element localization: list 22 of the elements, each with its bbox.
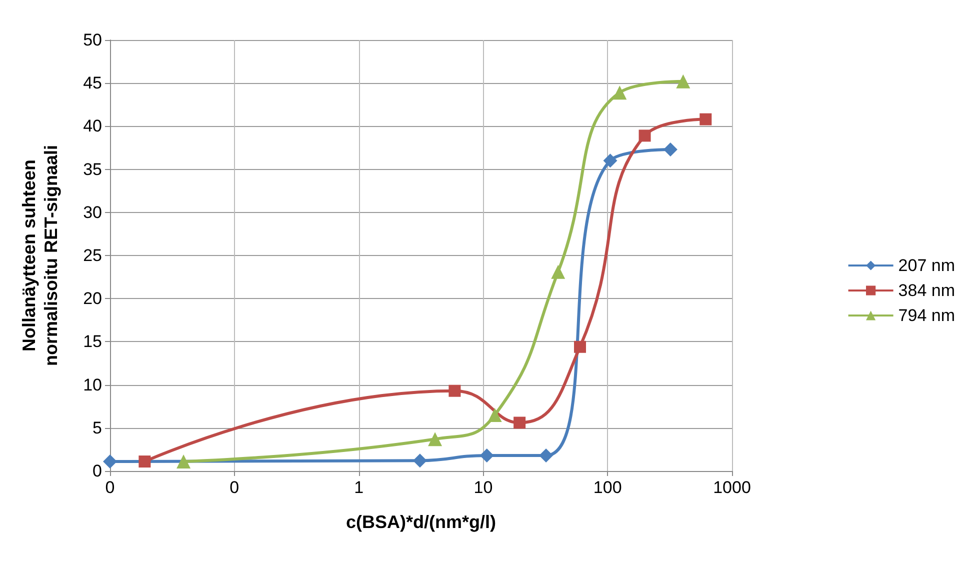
y-tick-label: 25: [83, 246, 102, 265]
y-tick-label: 50: [83, 30, 102, 50]
y-tick-label: 20: [83, 289, 102, 308]
legend-label: 207 nm: [898, 256, 955, 275]
x-tick-label: 1000: [713, 478, 751, 497]
legend-label: 384 nm: [898, 281, 955, 300]
x-tick-label: 0: [230, 478, 240, 497]
y-tick-label: 40: [83, 116, 102, 136]
y-tick-label: 5: [92, 418, 102, 438]
y-tick-label: 35: [83, 160, 102, 179]
x-tick-label: 10: [474, 478, 493, 497]
y-tick-label: 45: [83, 74, 102, 93]
y-tick-label: 10: [83, 375, 102, 394]
y-tick-label: 15: [83, 332, 102, 352]
x-tick-label: 100: [593, 478, 622, 497]
x-axis-title: c(BSA)*d/(nm*g/l): [346, 512, 496, 532]
legend-label: 794 nm: [898, 306, 955, 325]
y-axis-title: Nollanäytteen suhteen normalisoitu RET-signaali: [19, 144, 61, 366]
y-tick-label: 0: [92, 462, 102, 480]
x-tick-label: 0: [105, 478, 115, 497]
x-tick-label: 1: [354, 478, 364, 497]
y-tick-label: 30: [83, 202, 102, 222]
